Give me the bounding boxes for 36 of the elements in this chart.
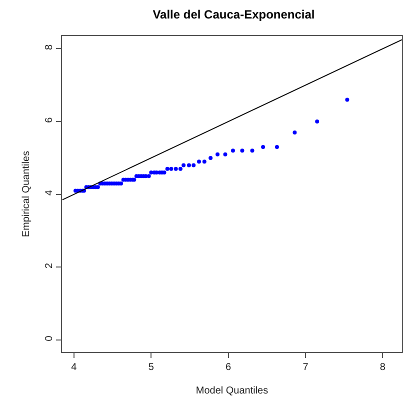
x-axis-title: Model Quantiles	[196, 386, 268, 396]
point	[216, 152, 220, 156]
point	[292, 130, 297, 134]
point	[186, 163, 191, 168]
point	[274, 145, 279, 150]
point	[230, 148, 235, 153]
point	[223, 152, 228, 156]
point	[182, 163, 186, 168]
y-tick-label: 8	[44, 44, 55, 50]
chart-title: Valle del Cauca-Exponencial	[152, 8, 315, 22]
point	[261, 145, 266, 150]
point	[192, 163, 196, 168]
point	[208, 156, 213, 160]
point	[250, 148, 254, 153]
point	[197, 160, 201, 164]
y-tick-label: 2	[44, 262, 55, 268]
point	[146, 174, 151, 178]
point	[174, 166, 178, 171]
y-tick-label: 0	[44, 335, 55, 342]
point	[165, 166, 170, 171]
y-tick-label: 6	[44, 116, 55, 123]
point	[178, 166, 182, 171]
point	[345, 98, 350, 102]
x-tick-label: 6	[226, 362, 232, 373]
point	[315, 120, 320, 124]
point	[240, 148, 244, 153]
y-axis-title: Empirical Quantiles	[21, 150, 32, 238]
x-tick-label: 4	[71, 362, 78, 373]
point	[169, 166, 174, 171]
x-tick-label: 5	[148, 362, 154, 373]
point	[202, 160, 206, 164]
y-tick-label: 4	[44, 190, 55, 196]
x-tick-label: 7	[302, 362, 309, 373]
point	[119, 181, 124, 186]
point	[149, 170, 154, 175]
x-tick-label: 8	[380, 362, 386, 373]
